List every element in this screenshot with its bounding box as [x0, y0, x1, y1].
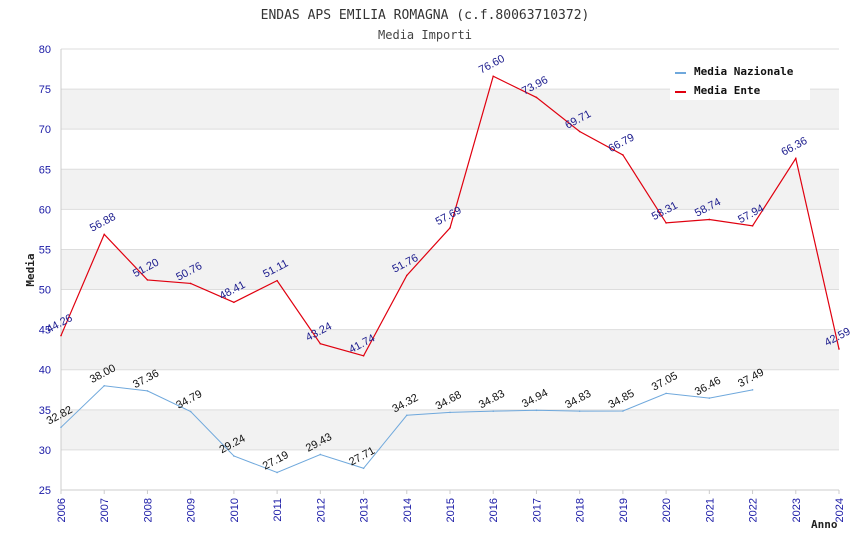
point-media-ente: [838, 348, 840, 350]
point-media-ente: [60, 334, 62, 337]
x-tick-label: 2015: [445, 498, 457, 522]
y-tick-label: 55: [39, 244, 51, 256]
plot-band: [61, 249, 839, 290]
x-tick-label: 2024: [834, 498, 846, 522]
point-media-nazionale: [146, 390, 149, 392]
x-tick-label: 2014: [402, 498, 414, 522]
point-media-nazionale: [103, 384, 106, 387]
data-label-media-ente: 66.79: [607, 132, 637, 156]
point-media-ente: [449, 227, 451, 229]
x-tick-label: 2010: [229, 498, 241, 522]
plot-band: [61, 409, 839, 450]
data-label-media-nazionale: 34.83: [563, 388, 593, 412]
x-tick-label: 2007: [99, 498, 111, 522]
x-tick-label: 2012: [315, 498, 327, 522]
x-tick-label: 2013: [359, 498, 371, 522]
point-media-nazionale: [708, 397, 711, 399]
point-media-nazionale: [492, 410, 495, 412]
y-tick-label: 45: [39, 325, 51, 337]
y-tick-label: 60: [39, 204, 51, 216]
point-media-nazionale: [319, 453, 322, 456]
x-tick-label: 2008: [142, 498, 154, 522]
legend-label-ente: Media Ente: [694, 84, 761, 97]
grid-lines: [61, 48, 839, 491]
y-tick-label: 35: [39, 405, 51, 417]
x-tick-label: 2017: [531, 498, 543, 522]
point-media-nazionale: [276, 471, 278, 474]
y-tick-label: 70: [39, 124, 51, 136]
data-label-media-ente: 56.88: [88, 211, 118, 235]
point-media-nazionale: [233, 455, 235, 457]
y-tick-label: 65: [39, 164, 51, 176]
point-media-ente: [665, 222, 667, 224]
plot-bands: [61, 89, 839, 450]
legend-box: [670, 60, 810, 100]
x-tick-label: 2009: [186, 498, 198, 522]
point-media-nazionale: [449, 411, 451, 414]
point-media-ente: [578, 130, 581, 133]
data-label-media-nazionale: 34.79: [174, 388, 204, 412]
point-media-ente: [233, 301, 235, 304]
y-tick-labels: 25 30 35 40 45 50 55 60 65 70 75 80: [39, 44, 51, 497]
data-label-media-nazionale: 34.83: [477, 388, 507, 412]
point-media-nazionale: [751, 389, 754, 391]
x-tick-label: 2011: [272, 498, 284, 522]
point-media-ente: [146, 279, 149, 281]
y-tick-label: 75: [39, 84, 51, 96]
y-tick-label: 25: [39, 485, 51, 497]
data-label-media-nazionale: 37.05: [650, 370, 680, 394]
x-tick-label: 2019: [618, 498, 630, 522]
point-media-ente: [319, 342, 322, 345]
point-media-ente: [535, 96, 538, 99]
point-media-ente: [362, 354, 365, 357]
plot-band: [61, 169, 839, 210]
data-label-media-nazionale: 34.94: [520, 387, 550, 411]
data-label-media-nazionale: 37.36: [131, 367, 161, 391]
point-media-ente: [492, 75, 495, 78]
x-tick-label: 2020: [661, 498, 673, 522]
legend-label-nazionale: Media Nazionale: [694, 65, 794, 78]
point-media-ente: [189, 282, 192, 285]
x-tick-labels: 2006 2007 2008 2009 2010 2011 2012 2013 2014 2015…: [56, 490, 846, 522]
point-media-nazionale: [405, 414, 408, 417]
series-lines: [60, 75, 840, 474]
x-tick-label: 2016: [488, 498, 500, 522]
point-media-nazionale: [362, 467, 365, 470]
x-tick-label: 2021: [704, 498, 716, 522]
point-media-ente: [405, 274, 408, 277]
point-media-nazionale: [60, 426, 62, 429]
point-media-nazionale: [535, 409, 538, 412]
y-tick-label: 80: [39, 44, 51, 56]
point-media-ente: [103, 233, 106, 236]
point-media-ente: [622, 154, 624, 156]
point-media-nazionale: [665, 392, 667, 395]
point-media-nazionale: [578, 410, 581, 412]
point-media-ente: [276, 279, 278, 282]
legend: Media Nazionale Media Ente: [670, 60, 810, 100]
x-tick-label: 2018: [575, 498, 587, 522]
point-media-ente: [751, 225, 754, 227]
x-tick-label: 2022: [748, 498, 760, 522]
x-tick-label: 2023: [791, 498, 803, 522]
data-label-media-nazionale: 36.46: [693, 375, 723, 399]
data-label-media-ente: 66.36: [779, 135, 809, 159]
chart-subtitle: Media Importi: [378, 28, 472, 42]
point-media-ente: [708, 218, 711, 221]
point-media-nazionale: [189, 410, 192, 413]
point-media-nazionale: [622, 410, 624, 412]
chart-title: ENDAS APS EMILIA ROMAGNA (c.f.8006371037…: [261, 8, 590, 23]
data-label-media-ente: 76.60: [477, 53, 507, 77]
plot-band: [61, 329, 839, 370]
point-media-ente: [794, 157, 797, 160]
y-tick-label: 50: [39, 285, 51, 297]
y-axis-label: Media: [24, 253, 37, 286]
y-tick-label: 40: [39, 365, 51, 377]
data-label-media-nazionale: 34.68: [434, 389, 464, 413]
x-tick-label: 2006: [56, 498, 68, 522]
x-axis-label: Anno: [811, 518, 838, 531]
y-tick-label: 30: [39, 445, 51, 457]
